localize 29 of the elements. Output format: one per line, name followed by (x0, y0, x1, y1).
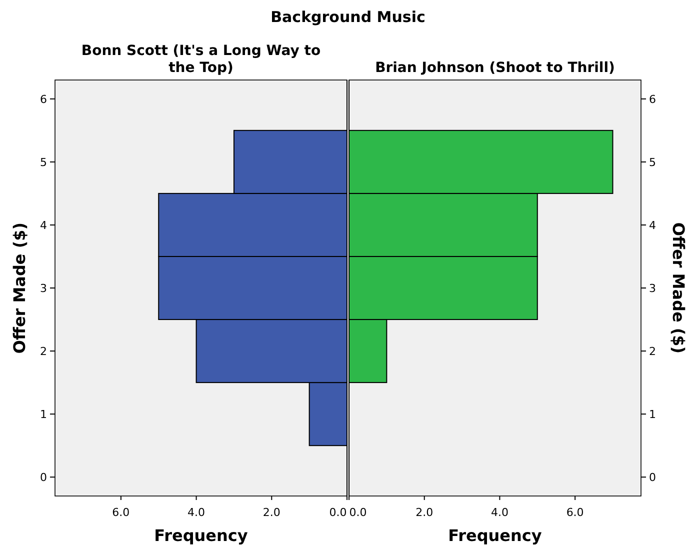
y-tick-label: 4 (40, 218, 47, 232)
x-axis-title: Frequency (448, 526, 542, 545)
y-tick-label: 4 (649, 218, 656, 232)
x-tick-label: 6.0 (112, 506, 130, 519)
chart-title: Background Music (270, 8, 426, 26)
x-tick-label: 2.0 (262, 506, 280, 519)
y-tick-label: 3 (40, 282, 47, 295)
x-tick-label: 6.0 (566, 506, 584, 519)
y-tick-label: 6 (649, 92, 656, 106)
x-tick-label: 0.0 (329, 506, 347, 519)
chart-subtitle: Brian Johnson (Shoot to Thrill) (375, 60, 615, 76)
x-axis-title: Frequency (154, 526, 248, 545)
y-tick-label: 1 (40, 408, 47, 422)
y-tick-label: 1 (649, 408, 656, 422)
x-tick-label: 4.0 (188, 506, 206, 519)
x-tick-label: 0.0 (349, 506, 367, 519)
y-axis-title: Offer Made ($) (10, 222, 29, 354)
y-axis-title: Offer Made ($) (669, 222, 688, 354)
x-tick-label: 2.0 (416, 506, 434, 519)
y-tick-label: 6 (40, 92, 47, 106)
y-tick-label: 5 (649, 156, 656, 169)
y-tick-label: 2 (40, 345, 47, 358)
y-tick-label: 5 (40, 156, 47, 169)
y-tick-label: 0 (40, 471, 47, 484)
x-tick-label: 4.0 (490, 506, 508, 519)
y-tick-label: 2 (649, 345, 656, 358)
chart-subtitle: Bonn Scott (It's a Long Way to the Top) (81, 43, 321, 76)
y-tick-label: 0 (649, 471, 656, 484)
y-tick-label: 3 (649, 282, 656, 295)
